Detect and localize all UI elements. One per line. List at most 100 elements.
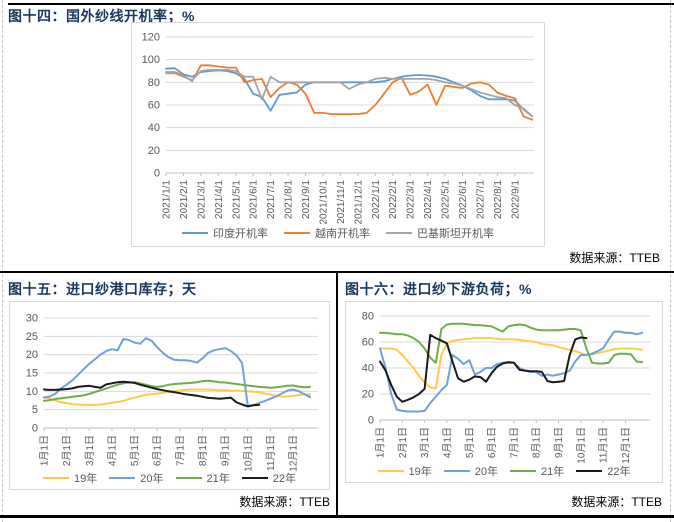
bottom-border-line [0, 515, 674, 518]
legend-line-swatch [43, 477, 69, 479]
legend-item: 22年 [576, 463, 631, 479]
legend-line-swatch [241, 477, 268, 479]
figure14-source-label: 数据来源：TTEB [569, 251, 660, 265]
legend-label: 越南开机率 [315, 228, 370, 240]
figure16-chart-box: 0 20 40 60 80 1月1日 2月1日 3月1日 4月1日 5月1日 6月1日 7月1日 8月1… [345, 301, 663, 483]
svg-text:3月1日: 3月1日 [419, 427, 431, 458]
svg-text:2021/10/1: 2021/10/1 [318, 180, 329, 225]
svg-text:8月1日: 8月1日 [531, 427, 543, 458]
svg-text:40: 40 [148, 122, 160, 134]
legend-item: 21年 [175, 470, 230, 486]
legend-line-swatch [284, 232, 310, 234]
svg-text:11月1日: 11月1日 [598, 427, 610, 463]
svg-text:0: 0 [32, 423, 38, 435]
legend-item: 21年 [510, 463, 564, 479]
svg-text:8月1日: 8月1日 [197, 435, 209, 466]
legend-line-swatch [109, 477, 136, 479]
legend-line-swatch [443, 470, 470, 472]
svg-text:5月1日: 5月1日 [464, 427, 476, 458]
svg-text:2021/2/1: 2021/2/1 [179, 180, 190, 219]
svg-text:15: 15 [26, 368, 38, 380]
svg-text:7月1日: 7月1日 [508, 427, 520, 458]
figure14-legend: 印度开机率 越南开机率 巴基斯坦开机率 [132, 225, 544, 241]
svg-text:2022/5/1: 2022/5/1 [441, 180, 452, 219]
figure15-legend: 19年 20年 21年 22年 [10, 470, 329, 486]
legend-line-swatch [377, 470, 404, 472]
legend-line-swatch [386, 232, 412, 234]
svg-text:2022/9/1: 2022/9/1 [510, 180, 521, 219]
figure16-legend: 19年 20年 21年 22年 [346, 463, 662, 479]
svg-text:120: 120 [142, 32, 160, 44]
legend-label: 22年 [607, 466, 631, 478]
svg-text:2021/11/1: 2021/11/1 [336, 180, 347, 224]
legend-label: 20年 [140, 473, 164, 485]
legend-label: 22年 [272, 473, 296, 485]
svg-text:12月1日: 12月1日 [288, 435, 300, 472]
figure15-source-label: 数据来源：TTEB [239, 495, 330, 509]
svg-text:2月1日: 2月1日 [61, 435, 73, 466]
legend-item: 巴基斯坦开机率 [386, 225, 494, 241]
svg-text:1月1日: 1月1日 [39, 435, 51, 466]
svg-text:100: 100 [142, 54, 160, 66]
svg-text:2021/8/1: 2021/8/1 [284, 180, 295, 219]
svg-text:2021/7/1: 2021/7/1 [266, 180, 277, 219]
svg-text:4月1日: 4月1日 [441, 427, 453, 458]
middle-divider-line [0, 271, 674, 273]
svg-text:40: 40 [362, 363, 374, 375]
svg-text:3月1日: 3月1日 [84, 435, 96, 466]
svg-text:6月1日: 6月1日 [486, 427, 498, 458]
svg-text:20: 20 [26, 349, 38, 361]
svg-text:60: 60 [362, 337, 374, 349]
svg-text:2021/3/1: 2021/3/1 [196, 180, 207, 219]
svg-text:2月1日: 2月1日 [397, 427, 409, 458]
svg-text:20: 20 [148, 145, 160, 157]
figure14-chart-box: 0 20 40 60 80 100 120 2021/1/1 2021/2/1 2021/3/1 2… [131, 22, 545, 247]
legend-line-swatch [510, 470, 536, 472]
svg-text:2021/1/1: 2021/1/1 [162, 180, 173, 219]
figure14-title: 图十四：国外纱线开机率；% [8, 8, 195, 24]
figure15-title: 图十五：进口纱港口库存；天 [8, 281, 197, 297]
svg-text:5: 5 [32, 404, 38, 416]
figure16-title: 图十六：进口纱下游负荷；% [345, 281, 532, 297]
legend-label: 印度开机率 [213, 228, 268, 240]
svg-text:2022/8/1: 2022/8/1 [493, 180, 504, 219]
svg-text:1月1日: 1月1日 [375, 427, 387, 458]
legend-label: 巴基斯坦开机率 [417, 228, 494, 240]
svg-text:2022/2/1: 2022/2/1 [388, 180, 399, 219]
svg-text:11月1日: 11月1日 [265, 435, 277, 471]
svg-text:6月1日: 6月1日 [152, 435, 164, 466]
legend-line-swatch [175, 477, 202, 479]
svg-text:20: 20 [362, 389, 374, 401]
top-border-line [8, 3, 674, 5]
svg-text:30: 30 [26, 313, 38, 325]
legend-item: 19年 [43, 470, 97, 486]
svg-text:10月1日: 10月1日 [575, 427, 587, 464]
svg-text:9月1日: 9月1日 [220, 435, 232, 466]
svg-text:0: 0 [154, 168, 160, 180]
legend-label: 21年 [541, 466, 565, 478]
svg-text:80: 80 [148, 77, 160, 89]
svg-text:9月1日: 9月1日 [553, 427, 565, 458]
legend-label: 19年 [74, 473, 98, 485]
legend-item: 20年 [443, 463, 498, 479]
legend-item: 22年 [241, 470, 296, 486]
svg-text:7月1日: 7月1日 [174, 435, 186, 466]
svg-text:12月1日: 12月1日 [620, 427, 632, 464]
svg-text:2021/6/1: 2021/6/1 [249, 180, 260, 219]
legend-item: 19年 [377, 463, 432, 479]
svg-text:2022/1/1: 2022/1/1 [371, 180, 382, 219]
svg-text:10: 10 [26, 386, 38, 398]
chart-port-inventory: 0 5 10 15 20 25 30 1月1日 2月1日 3月1日 4月1日 5月1日 6月1日 7月1日… [26, 313, 318, 472]
svg-text:0: 0 [368, 415, 374, 427]
svg-text:2021/9/1: 2021/9/1 [301, 180, 312, 219]
legend-item: 20年 [109, 470, 164, 486]
svg-text:5月1日: 5月1日 [129, 435, 141, 466]
legend-line-swatch [576, 470, 603, 472]
legend-label: 19年 [408, 466, 432, 478]
right-margin-guide [670, 0, 671, 522]
column-divider-line [336, 273, 338, 515]
svg-text:4月1日: 4月1日 [106, 435, 118, 466]
legend-item: 印度开机率 [182, 225, 268, 241]
left-margin-guide [2, 0, 3, 522]
